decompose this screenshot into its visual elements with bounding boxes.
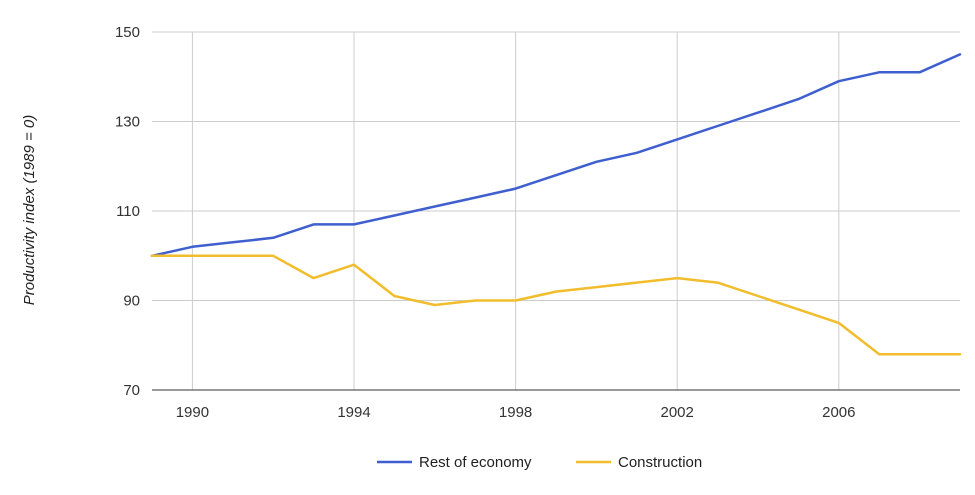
series-line-rest-of-economy bbox=[150, 53, 962, 258]
grid bbox=[152, 31, 960, 390]
y-tick-label: 70 bbox=[123, 382, 140, 399]
x-tick-label: 2006 bbox=[822, 404, 855, 421]
x-axis-ticks: 1990 1994 1998 2002 2006 bbox=[176, 404, 856, 421]
y-tick-label: 90 bbox=[123, 293, 140, 310]
y-tick-label: 150 bbox=[115, 24, 140, 41]
x-tick-label: 2002 bbox=[661, 404, 694, 421]
y-tick-label: 110 bbox=[116, 203, 140, 220]
y-axis-ticks: 70 90 110 130 150 bbox=[115, 24, 140, 399]
x-tick-label: 1998 bbox=[499, 404, 532, 421]
y-axis-label: Productivity index (1989 = 0) bbox=[21, 115, 38, 306]
series bbox=[150, 53, 962, 356]
legend: Rest of economy Construction bbox=[377, 454, 702, 471]
series-line-construction bbox=[150, 254, 962, 356]
x-tick-label: 1994 bbox=[337, 404, 370, 421]
legend-label: Rest of economy bbox=[419, 454, 532, 471]
x-tick-label: 1990 bbox=[176, 404, 209, 421]
y-tick-label: 130 bbox=[115, 114, 140, 131]
legend-label: Construction bbox=[618, 454, 702, 471]
